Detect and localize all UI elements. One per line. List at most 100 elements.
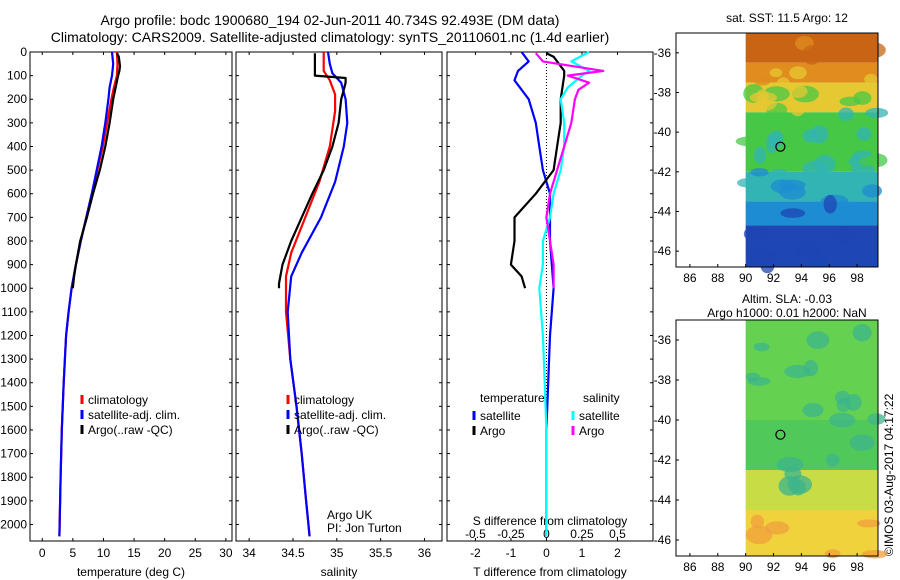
sst-map-field-texture (806, 250, 822, 267)
depth-tick-label: 900 (7, 258, 27, 272)
sst-map-lat-tick-label: -38 (654, 85, 672, 99)
sst-map-lon-tick-label: 92 (767, 271, 781, 285)
sla-map-subtitle: Argo h1000: 0.01 h2000: NaN (707, 306, 866, 320)
sla-map-lon-tick-label: 90 (739, 560, 753, 574)
salinity-legend-entry: climatology (294, 393, 354, 407)
sla-map-field-texture (856, 519, 881, 528)
depth-tick-label: 800 (7, 234, 27, 248)
temperature-x-tick-label: 0 (39, 546, 46, 560)
sla-map-lon-tick-label: 86 (683, 560, 697, 574)
difference-legend-entry: Argo (579, 424, 605, 438)
difference-legend-entry: Argo (480, 424, 506, 438)
salinity-diff-tick-label: 0.25 (570, 527, 594, 541)
sst-map-lat-tick-label: -44 (654, 204, 672, 218)
temperature-panel-frame (29, 51, 233, 542)
sla-map-lon-tick-label: 88 (711, 560, 725, 574)
sla-map-field-texture (825, 453, 840, 467)
depth-tick-label: 100 (7, 69, 27, 83)
sst-map-lon-tick-label: 96 (823, 271, 837, 285)
depth-tick-label: 1300 (0, 352, 27, 366)
sst-map-field-texture (802, 45, 822, 65)
depth-tick-label: 1500 (0, 399, 27, 413)
salinity-panel-frame (235, 51, 443, 542)
sst-map-field-texture (810, 125, 829, 144)
salinity-diff-tick-label: -0.25 (497, 527, 525, 541)
sst-map-field-texture (743, 225, 771, 243)
sst-map-field-band (745, 171, 878, 202)
salinity-diff-axis-label: S difference from climatology (473, 514, 628, 528)
differences-series-salinity-argo (534, 52, 605, 289)
depth-tick-label: 400 (7, 139, 27, 153)
sst-map-field-texture (830, 35, 849, 48)
sla-map-lat-tick-label: -36 (654, 333, 672, 347)
legend-header-temperature: temperature (480, 391, 545, 405)
differences-x-tick-label: 2 (614, 546, 621, 560)
sst-map-lon-tick-label: 98 (850, 271, 864, 285)
sla-map-field-texture (790, 479, 806, 496)
sst-map-field-texture (865, 107, 889, 118)
depth-tick-label: 1100 (1, 305, 27, 319)
salinity-legend-entry: satellite-adj. clim. (294, 408, 386, 422)
depth-tick-label: 1900 (0, 494, 27, 508)
sla-map-field-texture (829, 412, 856, 428)
sla-map-title: Altim. SLA: -0.03 (742, 292, 832, 306)
depth-tick-label: 1200 (0, 328, 27, 342)
figure-title-line2: Climatology: CARS2009. Satellite-adjuste… (50, 29, 610, 45)
sla-map-field-texture (750, 514, 765, 529)
sst-map-field-texture (748, 246, 766, 256)
depth-tick-label: 700 (7, 210, 27, 224)
differences-series-temperature-satellite (513, 51, 555, 537)
sla-map-lat-tick-label: -38 (654, 373, 672, 387)
sst-map-field-texture (864, 73, 878, 85)
sla-map-field-texture (803, 360, 819, 377)
salinity-x-tick-label: 35 (330, 546, 344, 560)
difference-legend-entry: satellite (579, 409, 620, 423)
sst-map-field-texture (823, 195, 837, 214)
sla-map-lon-tick-label: 96 (823, 560, 837, 574)
sst-map-lon-tick-label: 88 (711, 271, 725, 285)
depth-tick-label: 200 (7, 92, 27, 106)
salinity-series-climatology (284, 52, 337, 537)
depth-tick-label: 1700 (0, 447, 27, 461)
salinity-series-argo-raw-qc- (277, 53, 347, 289)
sst-map-lat-tick-label: -40 (654, 125, 672, 139)
sst-map-field-texture (856, 127, 872, 141)
sla-map-field-texture (745, 525, 773, 545)
sla-map-field-band (745, 470, 878, 510)
sst-map-lon-tick-label: 86 (683, 271, 697, 285)
depth-tick-label: 0 (20, 45, 27, 59)
sla-map-field-texture (753, 342, 770, 352)
sla-map-field-texture (764, 521, 790, 535)
temperature-legend-entry: satellite-adj. clim. (88, 408, 180, 422)
sla-map-lon-tick-label: 92 (767, 560, 781, 574)
differences-x-tick-label: 1 (579, 546, 586, 560)
sla-map-lat-tick-label: -44 (654, 493, 672, 507)
sst-map-title: sat. SST: 11.5 Argo: 12 (726, 11, 848, 25)
temperature-x-tick-label: 30 (219, 546, 233, 560)
salinity-series-satellite-adj-clim- (286, 51, 349, 537)
sst-map-lon-tick-label: 90 (739, 271, 753, 285)
depth-tick-label: 500 (7, 163, 27, 177)
differences-x-tick-label: -1 (506, 546, 517, 560)
sst-map-field-texture (831, 227, 857, 246)
sla-map-field-texture (802, 403, 824, 418)
sst-map-field-texture (861, 42, 886, 58)
sla-map-field-texture (852, 324, 872, 342)
sst-map-field-texture (802, 160, 829, 177)
depth-tick-label: 1000 (0, 281, 27, 295)
sst-map-field-band (745, 62, 878, 83)
temperature-x-tick-label: 25 (189, 546, 203, 560)
sst-map-field-texture (769, 68, 783, 78)
sst-map-field-texture (735, 136, 762, 147)
sst-map-field-texture (778, 184, 806, 200)
temperature-series-satellite-adj-clim- (58, 51, 115, 537)
temperature-series-argo-raw-qc- (71, 52, 122, 289)
sst-map-field-texture (833, 137, 855, 150)
sst-map-field-texture (780, 208, 806, 218)
sla-map-field-texture (867, 413, 886, 425)
argo-uk-annotation: Argo UK (327, 508, 372, 522)
differences-series-salinity-satellite (538, 51, 591, 537)
sla-map-lat-tick-label: -40 (654, 413, 672, 427)
sst-map-field-band (745, 201, 878, 226)
sst-map-field-texture (787, 84, 808, 99)
